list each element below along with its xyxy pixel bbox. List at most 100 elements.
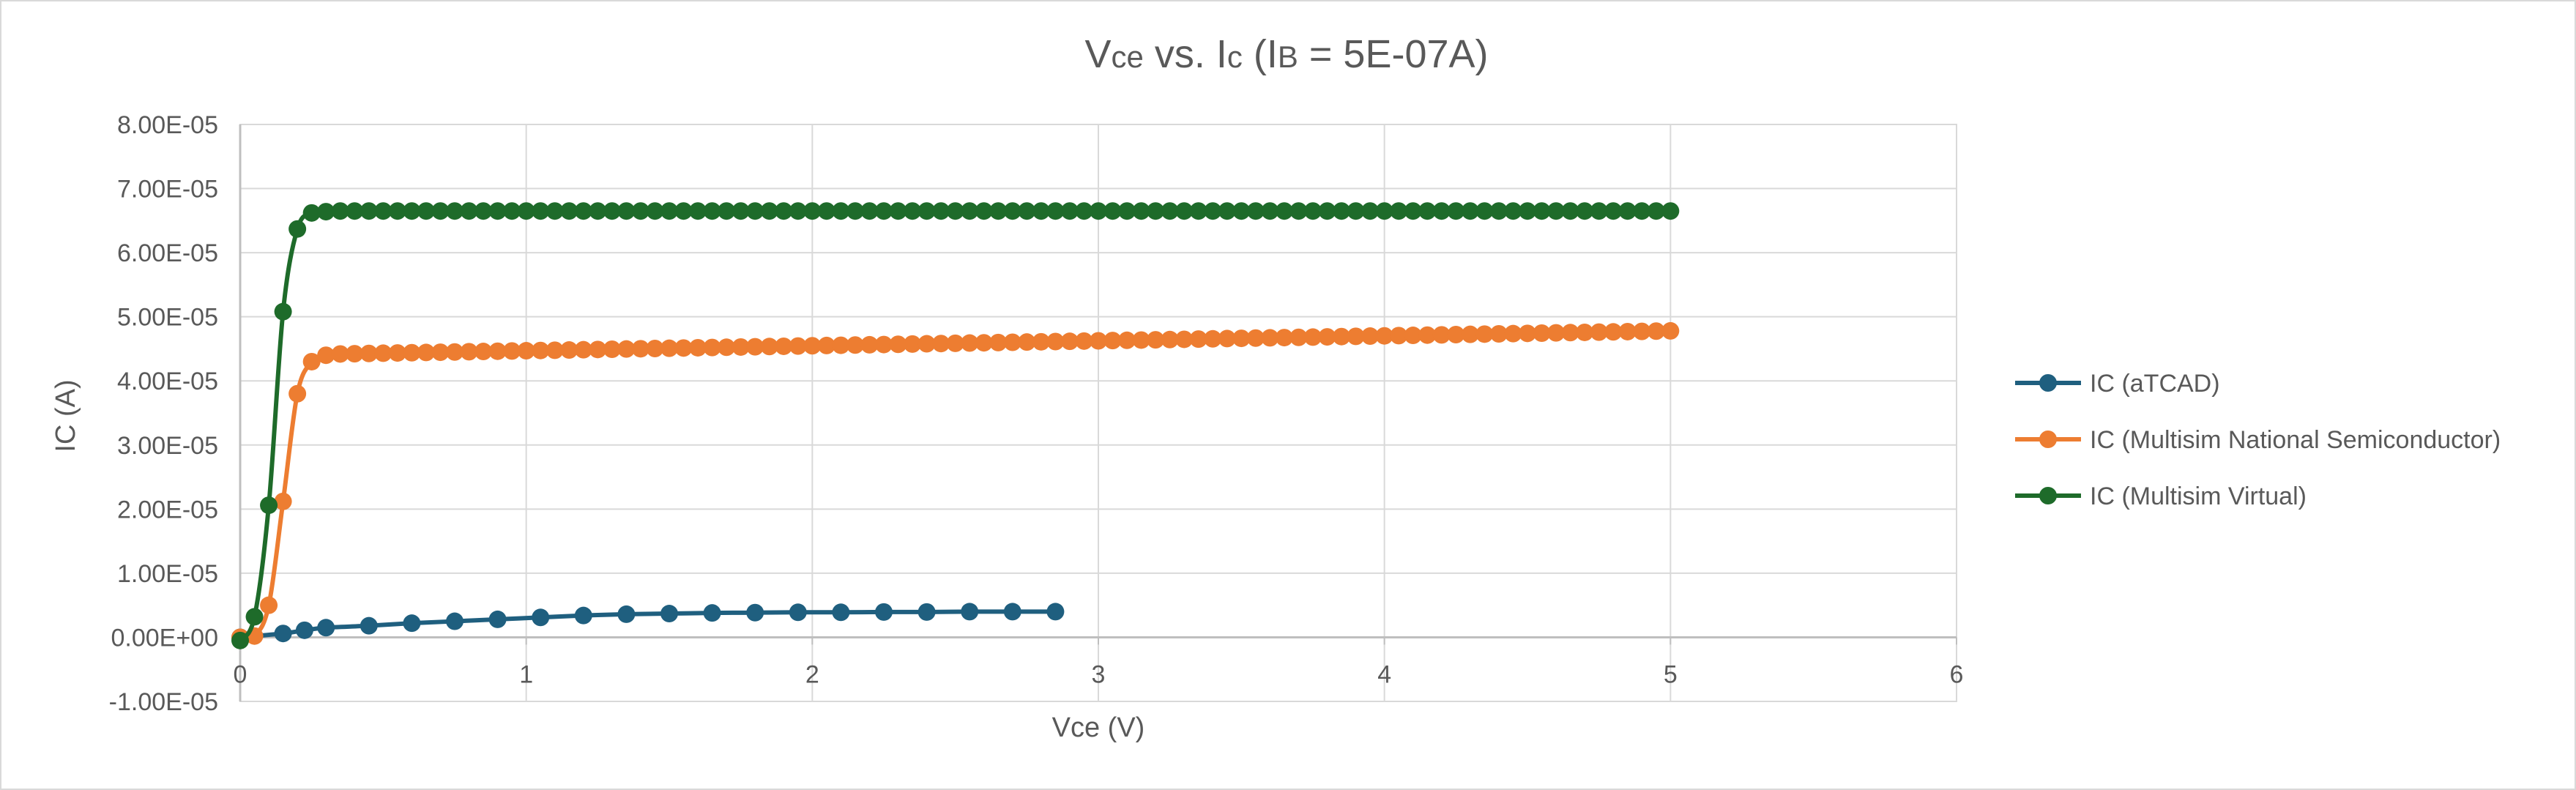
data-point — [1204, 329, 1222, 348]
y-tick-label: 7.00E-05 — [117, 176, 218, 204]
y-tick-label: 4.00E-05 — [117, 368, 218, 395]
data-point — [975, 202, 993, 220]
data-point — [961, 202, 979, 220]
data-point — [331, 345, 349, 363]
data-point — [631, 202, 649, 220]
data-point — [360, 344, 378, 362]
data-point — [961, 334, 979, 352]
x-tick-labels: 0 1 2 3 4 5 6 — [234, 660, 1964, 688]
data-point — [1576, 323, 1594, 341]
data-point — [574, 202, 592, 220]
data-point — [403, 202, 421, 220]
data-point — [1432, 202, 1451, 220]
data-point — [1032, 202, 1050, 220]
data-point — [832, 603, 850, 622]
data-point — [617, 605, 636, 623]
data-point — [603, 202, 621, 220]
data-point — [660, 605, 678, 623]
data-point — [1090, 332, 1107, 350]
data-point — [1189, 330, 1207, 349]
data-point — [832, 202, 850, 220]
data-point — [946, 202, 964, 220]
data-point — [1175, 330, 1194, 349]
series-line — [239, 328, 1671, 641]
y-tick-label: 0.00E+00 — [111, 624, 218, 652]
data-point — [1289, 202, 1308, 220]
data-point — [703, 202, 721, 220]
data-point — [1375, 327, 1393, 345]
data-point — [1504, 324, 1522, 343]
data-point — [1590, 202, 1608, 220]
data-point — [532, 202, 550, 220]
data-point — [1161, 202, 1179, 220]
data-point — [446, 202, 464, 220]
data-point — [374, 344, 392, 362]
legend-item: IC (Multisim Virtual) — [2015, 482, 2307, 510]
data-point — [1018, 202, 1036, 220]
data-point — [603, 340, 621, 359]
data-point — [703, 604, 721, 622]
data-point — [860, 335, 879, 354]
data-point — [760, 338, 778, 356]
legend-label: IC (Multisim National Semiconductor) — [2090, 426, 2501, 454]
data-point — [832, 336, 850, 354]
data-point — [746, 338, 764, 356]
data-point — [1318, 202, 1336, 220]
data-point — [1060, 202, 1079, 220]
data-point — [589, 340, 607, 359]
data-point — [1418, 326, 1437, 344]
data-point — [846, 336, 864, 354]
data-point — [674, 202, 693, 220]
data-point — [1261, 329, 1279, 347]
data-point — [1618, 202, 1637, 220]
data-point — [1604, 202, 1623, 220]
y-tick-label: 1.00E-05 — [117, 560, 218, 588]
data-point — [1561, 324, 1579, 342]
data-point — [1003, 202, 1021, 220]
data-point — [1261, 202, 1279, 220]
data-point — [975, 334, 993, 352]
x-tick-label: 6 — [1950, 660, 1964, 688]
data-point — [631, 340, 649, 358]
data-point — [932, 335, 950, 353]
series-2 — [231, 321, 1680, 646]
data-point — [1361, 202, 1380, 220]
data-point — [1275, 329, 1293, 347]
legend-label: IC (aTCAD) — [2090, 370, 2220, 398]
data-point — [1432, 326, 1451, 344]
data-point — [260, 496, 278, 515]
data-point — [1118, 202, 1136, 220]
data-point — [1576, 202, 1594, 220]
data-point — [331, 202, 349, 220]
data-point — [446, 612, 464, 630]
data-point — [917, 603, 936, 621]
data-point — [746, 603, 764, 622]
data-point — [346, 202, 364, 220]
data-point — [718, 202, 736, 220]
data-point — [703, 338, 721, 357]
data-point — [317, 619, 335, 637]
data-point — [360, 616, 378, 635]
data-point — [875, 603, 893, 621]
data-point — [1633, 322, 1651, 340]
data-point — [1275, 202, 1293, 220]
data-point — [1390, 327, 1408, 345]
data-point — [803, 337, 822, 355]
data-point — [1661, 202, 1680, 220]
data-point — [860, 202, 879, 220]
data-point — [346, 345, 364, 363]
legend-item: IC (Multisim National Semiconductor) — [2015, 426, 2501, 454]
data-point — [474, 202, 493, 220]
x-tick-label: 3 — [1092, 660, 1106, 688]
y-tick-label: 8.00E-05 — [117, 111, 218, 139]
data-point — [775, 202, 793, 220]
data-point — [1246, 202, 1265, 220]
y-tick-labels: -1.00E-05 0.00E+00 1.00E-05 2.00E-05 3.00E-0… — [109, 111, 218, 716]
data-point — [289, 220, 307, 238]
data-point — [904, 202, 922, 220]
data-point — [403, 343, 421, 362]
data-point — [1447, 202, 1465, 220]
data-point — [560, 341, 578, 359]
data-point — [260, 596, 278, 614]
data-point — [1189, 202, 1207, 220]
